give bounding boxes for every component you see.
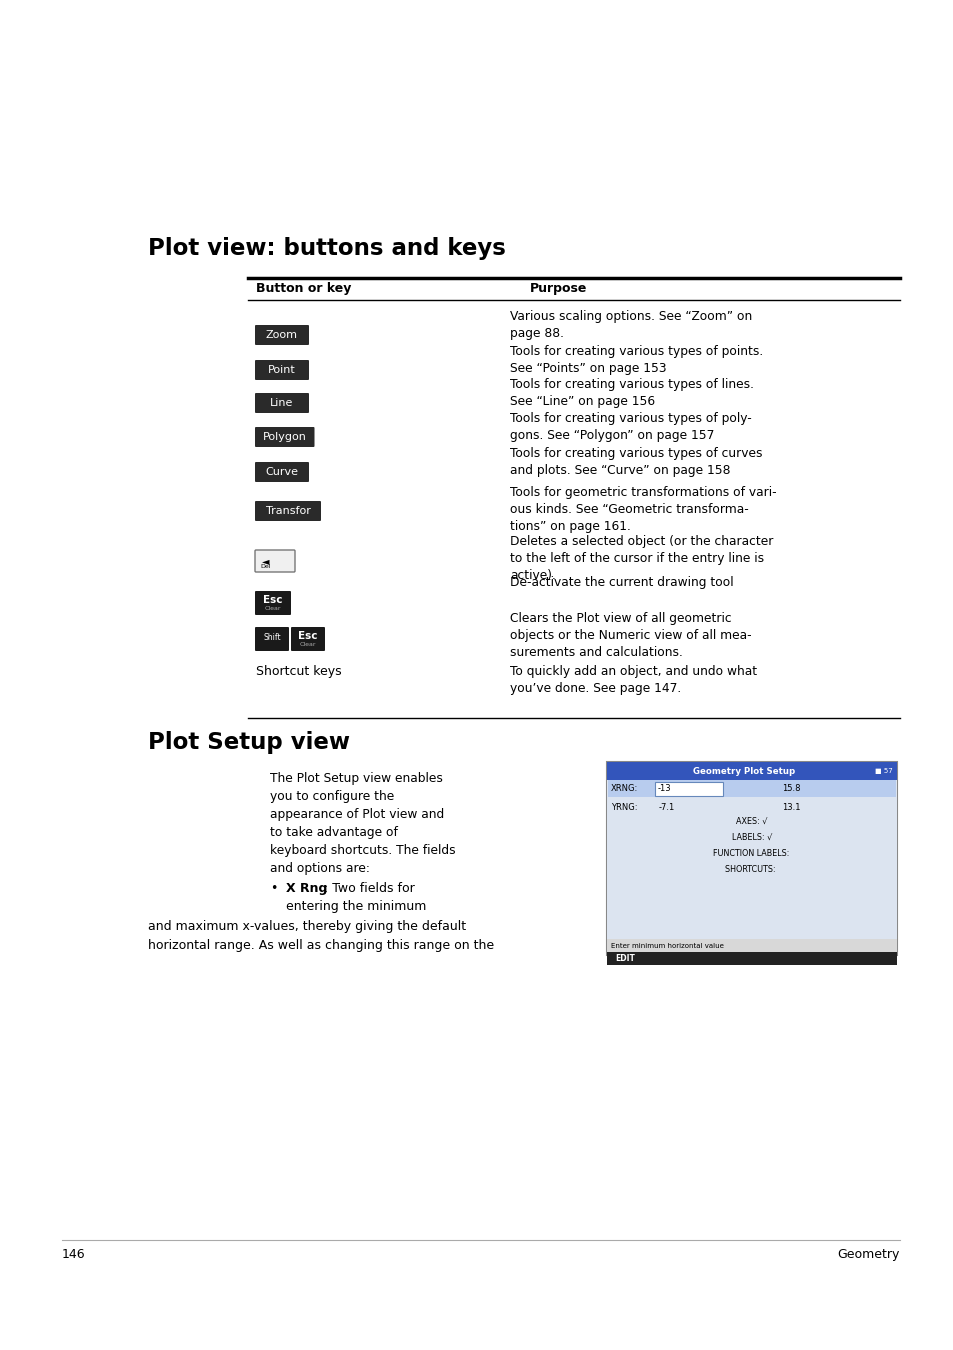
Text: and options are:: and options are:	[270, 863, 370, 875]
Text: YRNG:: YRNG:	[610, 802, 637, 811]
FancyBboxPatch shape	[606, 940, 896, 952]
Text: Clear: Clear	[265, 606, 281, 612]
Text: -7.1: -7.1	[659, 802, 675, 811]
Text: 146: 146	[62, 1247, 86, 1261]
Text: keyboard shortcuts. The fields: keyboard shortcuts. The fields	[270, 844, 456, 857]
Text: Line: Line	[270, 398, 294, 408]
FancyBboxPatch shape	[254, 591, 291, 616]
Text: Polygon: Polygon	[262, 432, 306, 441]
Text: Curve: Curve	[265, 467, 298, 477]
Text: XRNG:: XRNG:	[610, 784, 638, 792]
FancyBboxPatch shape	[291, 626, 325, 651]
Text: Tools for creating various types of poly-
gons. See “Polygon” on page 157: Tools for creating various types of poly…	[510, 412, 751, 441]
Text: Plot view: buttons and keys: Plot view: buttons and keys	[148, 238, 505, 261]
Text: Tools for creating various types of curves
and plots. See “Curve” on page 158: Tools for creating various types of curv…	[510, 447, 761, 477]
Text: Transfor: Transfor	[265, 506, 310, 516]
Text: Tools for creating various types of lines.
See “Line” on page 156: Tools for creating various types of line…	[510, 378, 753, 408]
Text: Geometry Plot Setup: Geometry Plot Setup	[692, 767, 794, 775]
Text: Tools for geometric transformations of vari-
ous kinds. See “Geometric transform: Tools for geometric transformations of v…	[510, 486, 776, 533]
FancyBboxPatch shape	[254, 462, 309, 482]
Text: you to configure the: you to configure the	[270, 790, 394, 803]
Text: EDIT: EDIT	[615, 954, 635, 963]
Text: Tools for creating various types of points.
See “Points” on page 153: Tools for creating various types of poin…	[510, 346, 762, 375]
FancyBboxPatch shape	[607, 780, 895, 796]
Text: X Rng: X Rng	[286, 882, 327, 895]
FancyBboxPatch shape	[606, 761, 896, 954]
Text: and maximum x-values, thereby giving the default: and maximum x-values, thereby giving the…	[148, 919, 466, 933]
FancyBboxPatch shape	[254, 325, 309, 346]
Text: to take advantage of: to take advantage of	[270, 826, 397, 838]
FancyBboxPatch shape	[254, 360, 309, 379]
Text: AXES: √: AXES: √	[736, 817, 767, 825]
FancyBboxPatch shape	[254, 427, 314, 447]
Text: Del: Del	[260, 563, 271, 568]
Text: Various scaling options. See “Zoom” on
page 88.: Various scaling options. See “Zoom” on p…	[510, 310, 752, 340]
Text: entering the minimum: entering the minimum	[286, 900, 426, 913]
Text: ■ 57: ■ 57	[874, 768, 892, 774]
Text: De-activate the current drawing tool: De-activate the current drawing tool	[510, 576, 733, 589]
Text: horizontal range. As well as changing this range on the: horizontal range. As well as changing th…	[148, 940, 494, 952]
Text: Clear: Clear	[299, 643, 315, 648]
Text: Point: Point	[268, 364, 295, 375]
FancyBboxPatch shape	[254, 626, 289, 651]
Text: Shift: Shift	[263, 633, 280, 641]
Text: Geometry: Geometry	[837, 1247, 899, 1261]
Text: : Two fields for: : Two fields for	[324, 882, 415, 895]
Text: LABELS: √: LABELS: √	[731, 833, 771, 841]
Text: 13.1: 13.1	[781, 802, 800, 811]
Text: The Plot Setup view enables: The Plot Setup view enables	[270, 772, 442, 784]
Text: Button or key: Button or key	[255, 282, 351, 296]
Text: •: •	[270, 882, 277, 895]
Text: Esc: Esc	[263, 595, 282, 605]
Text: FUNCTION LABELS:: FUNCTION LABELS:	[712, 849, 791, 857]
Text: Enter minimum horizontal value: Enter minimum horizontal value	[610, 942, 723, 949]
Text: Esc: Esc	[298, 630, 317, 641]
FancyBboxPatch shape	[606, 952, 896, 965]
Text: -13: -13	[658, 784, 671, 792]
FancyBboxPatch shape	[254, 549, 294, 572]
Text: To quickly add an object, and undo what
you’ve done. See page 147.: To quickly add an object, and undo what …	[510, 666, 757, 695]
Text: SHORTCUTS:: SHORTCUTS:	[724, 864, 778, 873]
Text: Zoom: Zoom	[266, 329, 297, 340]
Text: Plot Setup view: Plot Setup view	[148, 730, 350, 755]
FancyBboxPatch shape	[655, 782, 722, 795]
Text: Clears the Plot view of all geometric
objects or the Numeric view of all mea-
su: Clears the Plot view of all geometric ob…	[510, 612, 751, 659]
FancyBboxPatch shape	[606, 761, 896, 780]
FancyBboxPatch shape	[254, 393, 309, 413]
Text: Deletes a selected object (or the character
to the left of the cursor if the ent: Deletes a selected object (or the charac…	[510, 535, 773, 582]
Text: appearance of Plot view and: appearance of Plot view and	[270, 809, 444, 821]
FancyBboxPatch shape	[254, 501, 320, 521]
FancyBboxPatch shape	[606, 780, 896, 940]
Text: 15.8: 15.8	[781, 784, 800, 792]
Text: Purpose: Purpose	[530, 282, 587, 296]
Text: ◄: ◄	[262, 556, 270, 566]
Text: Shortcut keys: Shortcut keys	[255, 666, 341, 678]
